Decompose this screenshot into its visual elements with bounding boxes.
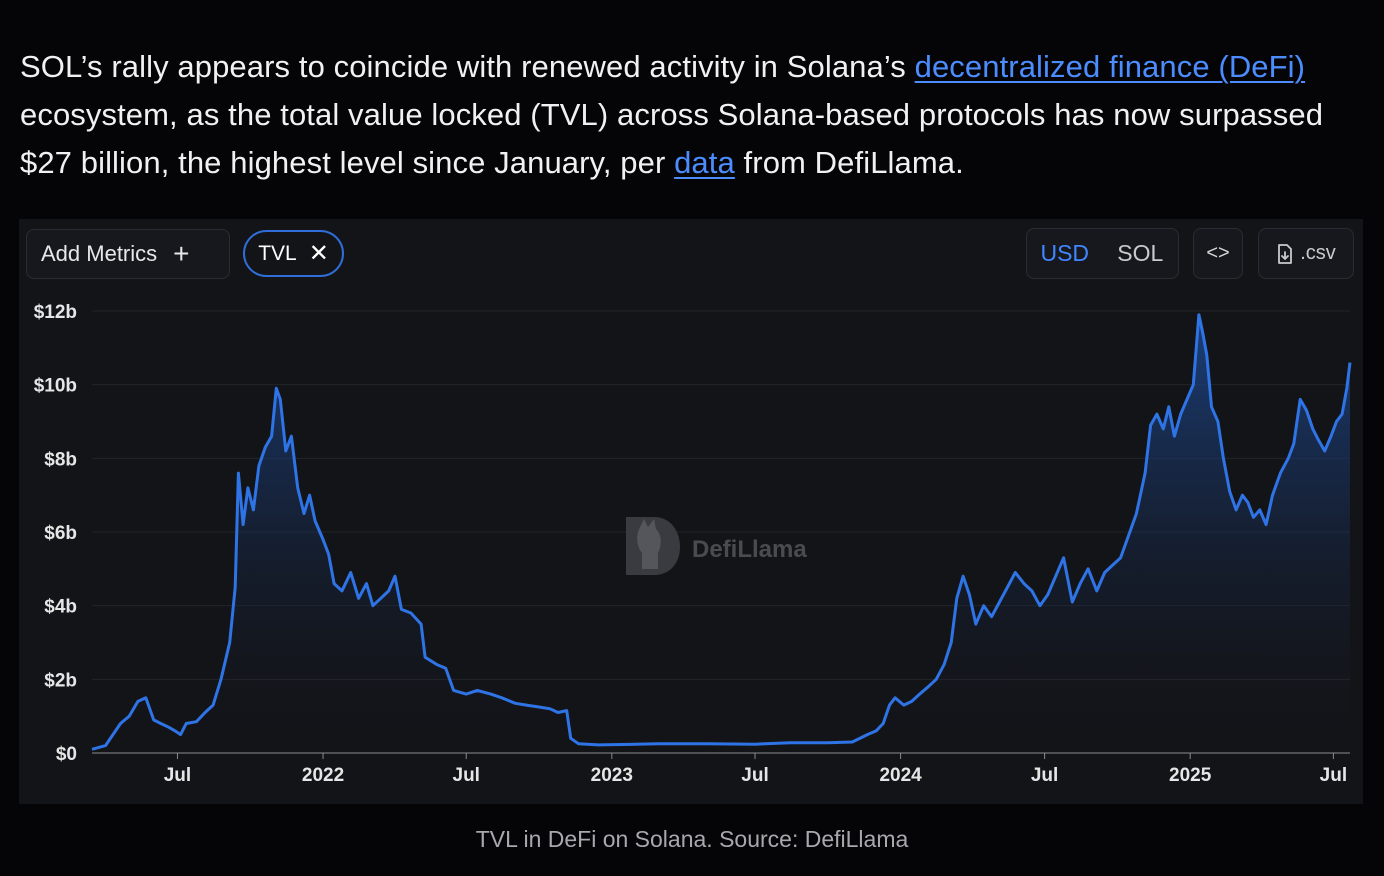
currency-toggle: USD SOL xyxy=(1026,228,1179,279)
watermark-text: DefiLlama xyxy=(692,536,807,563)
y-tick-label: $2b xyxy=(44,670,77,691)
x-tick-label: 2023 xyxy=(591,765,633,786)
csv-label: .csv xyxy=(1300,242,1336,264)
y-tick-label: $0 xyxy=(56,744,77,765)
y-tick-label: $8b xyxy=(44,449,77,470)
x-tick-label: Jul xyxy=(1031,765,1058,786)
article-text-part-3: from DefiLlama. xyxy=(734,145,964,180)
x-tick-label: 2024 xyxy=(879,765,922,786)
article-text-part-2: ecosystem, as the total value locked (TV… xyxy=(20,97,1324,180)
close-icon[interactable]: ✕ xyxy=(308,239,329,267)
x-tick-label: Jul xyxy=(453,765,480,786)
y-tick-label: $4b xyxy=(44,597,77,618)
llama-logo-icon xyxy=(626,517,680,575)
article-paragraph: SOL’s rally appears to coincide with ren… xyxy=(20,43,1360,187)
y-tick-label: $10b xyxy=(34,376,77,397)
x-tick-label: 2025 xyxy=(1169,765,1212,786)
embed-button[interactable]: <> xyxy=(1193,228,1243,279)
tvl-metric-chip[interactable]: TVL ✕ xyxy=(243,230,344,277)
article-text-part-1: SOL’s rally appears to coincide with ren… xyxy=(20,49,915,84)
csv-download-button[interactable]: .csv xyxy=(1258,228,1354,279)
data-link[interactable]: data xyxy=(674,145,735,180)
tvl-line xyxy=(91,313,1352,751)
plus-icon: + xyxy=(173,238,190,269)
tvl-area xyxy=(92,314,1350,753)
y-axis: $0 $2b $4b $6b $8b $10b $12b xyxy=(34,302,77,765)
defi-link[interactable]: decentralized finance (DeFi) xyxy=(914,49,1306,84)
y-tick-label: $12b xyxy=(34,302,77,323)
y-tick-label: $6b xyxy=(44,523,77,544)
figure-caption: TVL in DeFi on Solana. Source: DefiLlama xyxy=(475,826,909,852)
x-tick-label: Jul xyxy=(164,765,191,786)
tvl-chart: $0 $2b $4b $6b $8b $10b $12b DefiLlama Jul 2022… xyxy=(34,302,1352,786)
tvl-chip-label: TVL xyxy=(258,241,297,265)
x-tick-label: Jul xyxy=(1320,765,1347,786)
file-download-icon xyxy=(1278,243,1293,264)
x-axis: Jul 2022 Jul 2023 Jul 2024 Jul 2025 Jul xyxy=(92,752,1350,786)
sol-toggle-button[interactable]: SOL xyxy=(1117,240,1164,266)
x-tick-label: 2022 xyxy=(302,765,344,786)
code-icon: <> xyxy=(1206,242,1230,264)
watermark: DefiLlama xyxy=(626,517,807,575)
x-tick-label: Jul xyxy=(741,765,768,786)
add-metrics-button[interactable]: Add Metrics + xyxy=(26,229,230,279)
usd-toggle-button[interactable]: USD xyxy=(1040,240,1090,266)
add-metrics-label: Add Metrics xyxy=(41,241,158,266)
chart-panel: Add Metrics + TVL ✕ USD SOL <> .csv xyxy=(19,219,1363,804)
